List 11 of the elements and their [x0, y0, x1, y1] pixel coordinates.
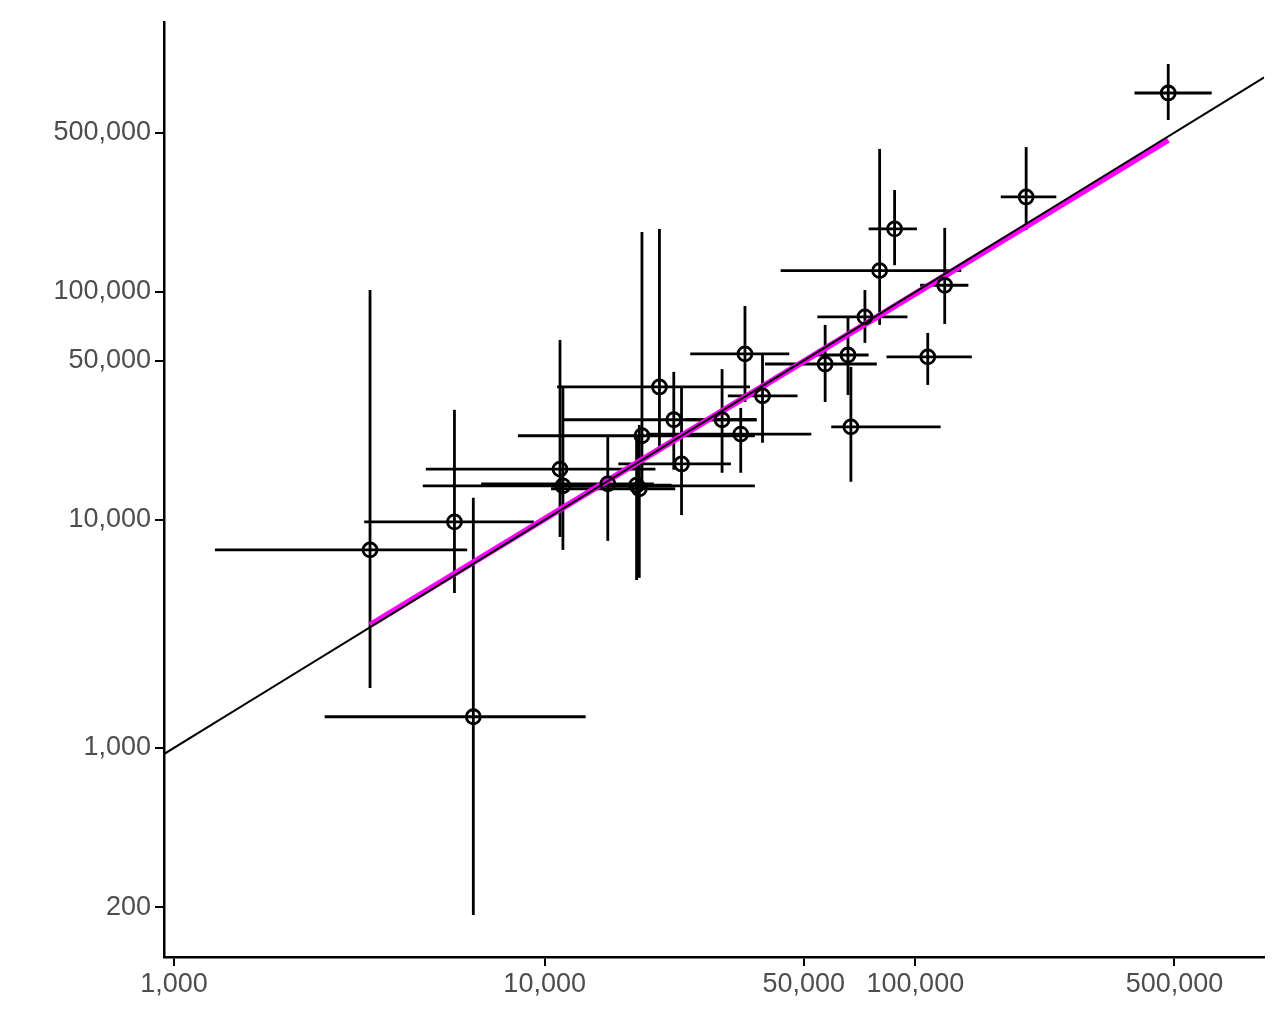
x-tick-label: 1,000: [140, 967, 208, 998]
y-tick-label: 1,000: [83, 731, 151, 762]
x-tick-label: 50,000: [762, 967, 846, 998]
x-tick-label: 500,000: [1125, 967, 1224, 998]
y-tick-label: 10,000: [68, 503, 151, 534]
y-tick-label: 200: [105, 890, 151, 921]
x-tick-label: 100,000: [866, 967, 965, 998]
x-tick-label: 10,000: [503, 967, 586, 998]
y-tick-label: 100,000: [53, 275, 151, 306]
y-tick-label: 50,000: [68, 344, 151, 375]
y-tick-label: 500,000: [53, 116, 151, 147]
